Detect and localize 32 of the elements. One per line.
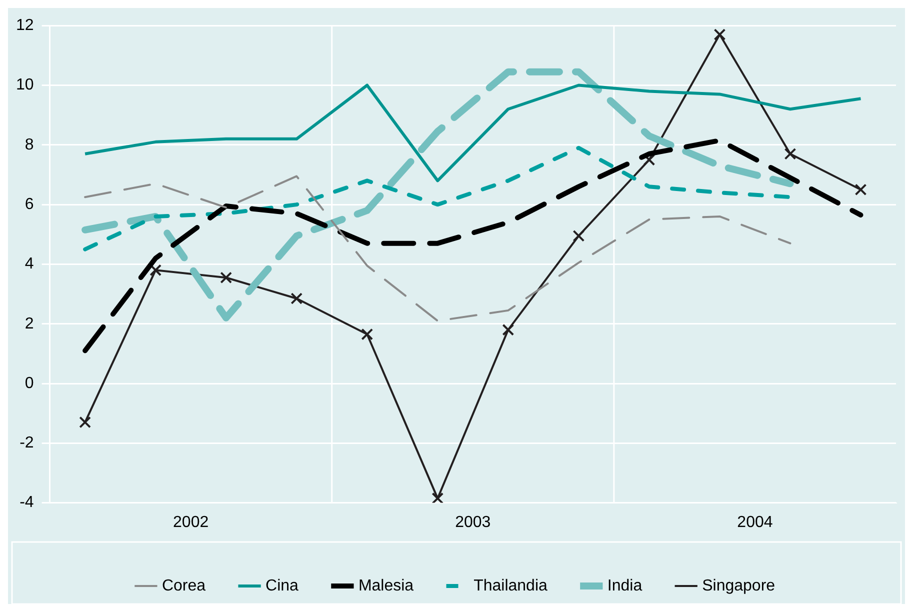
y-tick-label: 2 [24, 315, 34, 332]
y-tick-label: 12 [16, 17, 34, 34]
point [432, 492, 444, 503]
point [150, 264, 162, 276]
y-tick-label: 8 [24, 136, 34, 154]
y-tick-label: 6 [24, 196, 34, 213]
y-tick-label: -4 [20, 494, 34, 512]
point [220, 272, 232, 284]
x-tick-label: 2004 [737, 514, 773, 531]
point [572, 230, 585, 242]
y-tick-label: 10 [16, 76, 34, 94]
legend-label: Thailandia [474, 577, 548, 594]
legend-label: Malesia [358, 577, 414, 594]
y-tick-label: 4 [24, 256, 34, 273]
line-series [83, 146, 792, 252]
point [290, 292, 303, 304]
point [79, 416, 92, 428]
legend-label: Singapore [702, 577, 776, 594]
legend-label: Corea [162, 577, 206, 594]
point [643, 154, 656, 166]
y-tick-label: -2 [20, 434, 34, 452]
point [714, 28, 726, 40]
line-series [84, 175, 792, 322]
point [854, 184, 867, 196]
point [502, 324, 514, 336]
x-tick-label: 2003 [455, 514, 491, 531]
legend-label: India [607, 577, 642, 594]
y-tick-label: 0 [24, 374, 34, 392]
x-tick-label: 2002 [173, 514, 209, 531]
legend-label: Cina [266, 577, 299, 594]
point [361, 328, 374, 340]
point [784, 148, 796, 160]
